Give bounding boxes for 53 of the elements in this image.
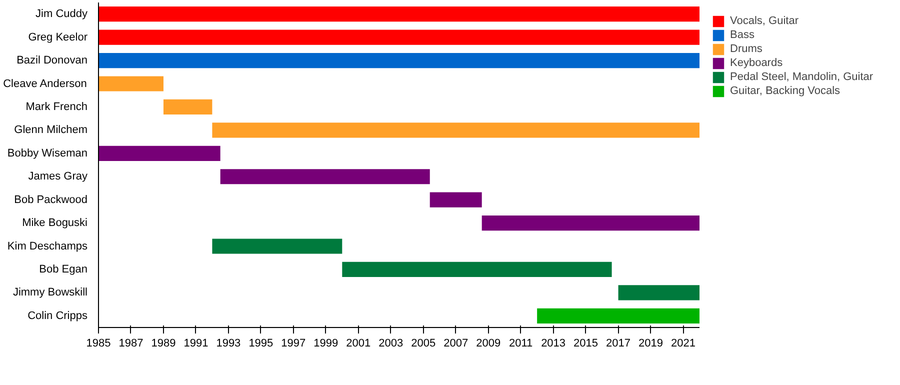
- y-tick-label: Cleave Anderson: [3, 78, 87, 90]
- bar: [212, 122, 700, 138]
- legend-label: Guitar, Backing Vocals: [730, 84, 840, 98]
- bar: [220, 169, 430, 184]
- x-tick-label: 2001: [346, 338, 371, 350]
- y-tick-label: Bobby Wiseman: [7, 147, 88, 160]
- x-tick-label: 1995: [248, 338, 274, 350]
- legend-label: Keyboards: [730, 56, 783, 70]
- bar: [98, 146, 220, 161]
- bar: [98, 30, 700, 45]
- y-tick-label: Kim Deschamps: [7, 240, 88, 252]
- x-tick-label: 2013: [541, 338, 566, 350]
- y-tick-label: Mark French: [26, 100, 88, 113]
- x-tick-label: 2017: [606, 338, 631, 350]
- bar: [98, 76, 164, 92]
- y-tick-label: James Gray: [28, 170, 88, 183]
- legend-label: Vocals, Guitar: [730, 14, 798, 28]
- y-tick-label: Greg Keelor: [28, 31, 88, 44]
- legend-label: Drums: [730, 42, 762, 56]
- x-tick-label: 1989: [151, 338, 176, 350]
- x-tick-label: 2011: [508, 338, 533, 350]
- y-tick-label: Jim Cuddy: [36, 8, 88, 20]
- bar: [430, 192, 482, 208]
- bar: [98, 6, 700, 22]
- x-tick-label: 1991: [184, 338, 208, 350]
- bar: [618, 285, 700, 300]
- y-tick-label: Bob Egan: [39, 263, 88, 276]
- x-tick-label: 2007: [444, 338, 468, 350]
- x-tick-label: 2021: [671, 338, 696, 350]
- y-tick-label: Glenn Milchem: [14, 124, 88, 136]
- x-tick-label: 2015: [574, 338, 598, 350]
- x-tick-label: 2005: [411, 338, 436, 350]
- bar: [163, 99, 212, 115]
- y-tick-label: Colin Cripps: [28, 310, 88, 322]
- x-tick-label: 2009: [476, 338, 501, 350]
- x-tick-label: 1985: [86, 338, 111, 350]
- y-tick-label: Bazil Donovan: [16, 54, 88, 67]
- x-tick-label: 1999: [314, 338, 338, 350]
- x-tick-label: 1987: [118, 338, 144, 350]
- legend-label: Pedal Steel, Mandolin, Guitar: [730, 70, 874, 84]
- bar: [342, 262, 612, 278]
- bar: [212, 238, 342, 254]
- x-tick-label: 2003: [378, 338, 404, 350]
- x-tick-label: 1997: [281, 338, 306, 350]
- y-tick-label: Mike Boguski: [22, 217, 88, 230]
- y-tick-label: Jimmy Bowskill: [12, 286, 88, 299]
- x-tick-label: 2019: [638, 338, 664, 350]
- bar: [98, 52, 700, 68]
- bar: [482, 215, 700, 231]
- x-tick-label: 1993: [216, 338, 241, 350]
- legend-label: Bass: [730, 28, 754, 42]
- bar: [537, 308, 700, 324]
- y-tick-label: Bob Packwood: [14, 194, 88, 206]
